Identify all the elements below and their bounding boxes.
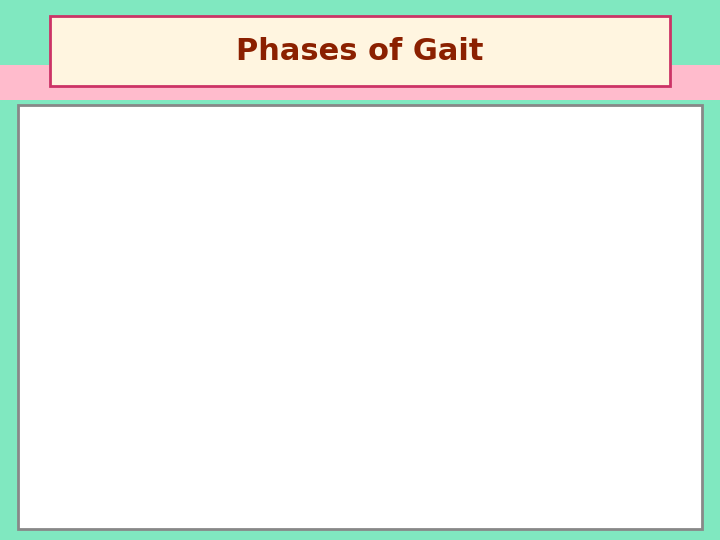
FancyBboxPatch shape [89,220,279,259]
Text: P.Sw.: P.Sw. [384,430,437,448]
Text: Limb advancement: Limb advancement [475,309,603,322]
FancyBboxPatch shape [450,296,629,334]
FancyBboxPatch shape [287,404,372,473]
Text: T.St.: T.St. [307,430,352,448]
Text: L.R.: L.R. [134,430,174,448]
FancyBboxPatch shape [112,404,196,473]
FancyBboxPatch shape [255,150,465,188]
FancyBboxPatch shape [369,404,453,473]
FancyBboxPatch shape [451,220,621,259]
FancyBboxPatch shape [35,296,191,334]
Text: Swing Phase: Swing Phase [477,231,595,249]
Text: Single Limb
Support: Single Limb Support [237,301,314,329]
Text: I.C.: I.C. [49,430,82,448]
FancyBboxPatch shape [612,404,697,473]
Text: Weight acceptance: Weight acceptance [49,309,177,322]
Text: M.St.: M.St. [215,430,268,448]
Text: M.Sw.: M.Sw. [543,430,603,448]
Text: Phases of Gait: Phases of Gait [236,37,484,66]
FancyBboxPatch shape [206,296,345,334]
FancyBboxPatch shape [199,404,284,473]
FancyBboxPatch shape [23,404,108,473]
Text: Gait cycle (Stride Cycle): Gait cycle (Stride Cycle) [271,161,449,176]
Text: I.Sw.: I.Sw. [467,430,516,448]
Text: Stance Phase: Stance Phase [121,231,247,249]
FancyBboxPatch shape [450,404,534,473]
Text: T.Sw.: T.Sw. [629,430,680,448]
FancyBboxPatch shape [531,404,616,473]
